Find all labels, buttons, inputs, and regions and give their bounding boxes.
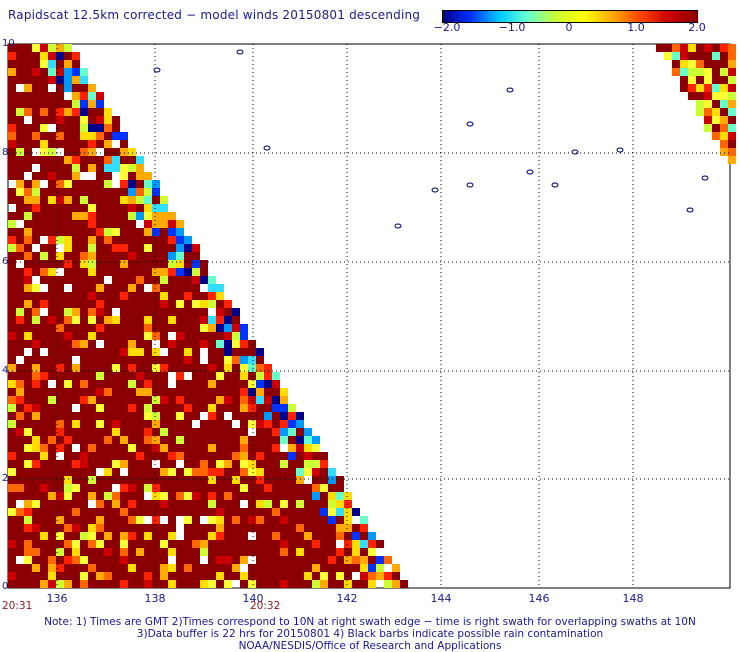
colorbar [442,10,698,23]
colorbar-label-max: 2.0 [688,21,706,34]
y-tick-8: 8 [2,147,9,158]
x-tick-146: 146 [528,592,550,605]
time-mid: 20:32 [250,600,281,612]
x-tick-138: 138 [144,592,166,605]
colorbar-label-min: −2.0 [433,21,461,34]
coastlines [153,49,709,229]
colorbar-gradient [443,11,697,22]
map-title: Rapidscat 12.5km corrected − model winds… [8,8,421,22]
x-tick-136: 136 [46,592,68,605]
note-line-2: 3)Data buffer is 22 hrs for 20150801 4) … [136,628,604,640]
x-tick-144: 144 [430,592,452,605]
swath-cells [8,44,736,588]
note-line-3: NOAA/NESDIS/Office of Research and Appli… [238,640,502,652]
time-start: 20:31 [2,600,33,612]
y-tick-10: 10 [2,38,15,49]
x-tick-140: 140 [242,592,264,605]
note-line-1: Note: 1) Times are GMT 2)Times correspon… [44,616,696,628]
colorbar-label-zero: 0 [565,21,573,34]
x-tick-142: 142 [336,592,358,605]
colorbar-label-neg1: −1.0 [498,21,526,34]
x-tick-148: 148 [622,592,644,605]
y-tick-0: 0 [2,581,9,592]
colorbar-label-pos1: 1.0 [627,21,645,34]
y-tick-6: 6 [2,256,9,267]
y-tick-2: 2 [2,473,9,484]
y-tick-4: 4 [2,365,9,376]
graticule [8,44,730,588]
